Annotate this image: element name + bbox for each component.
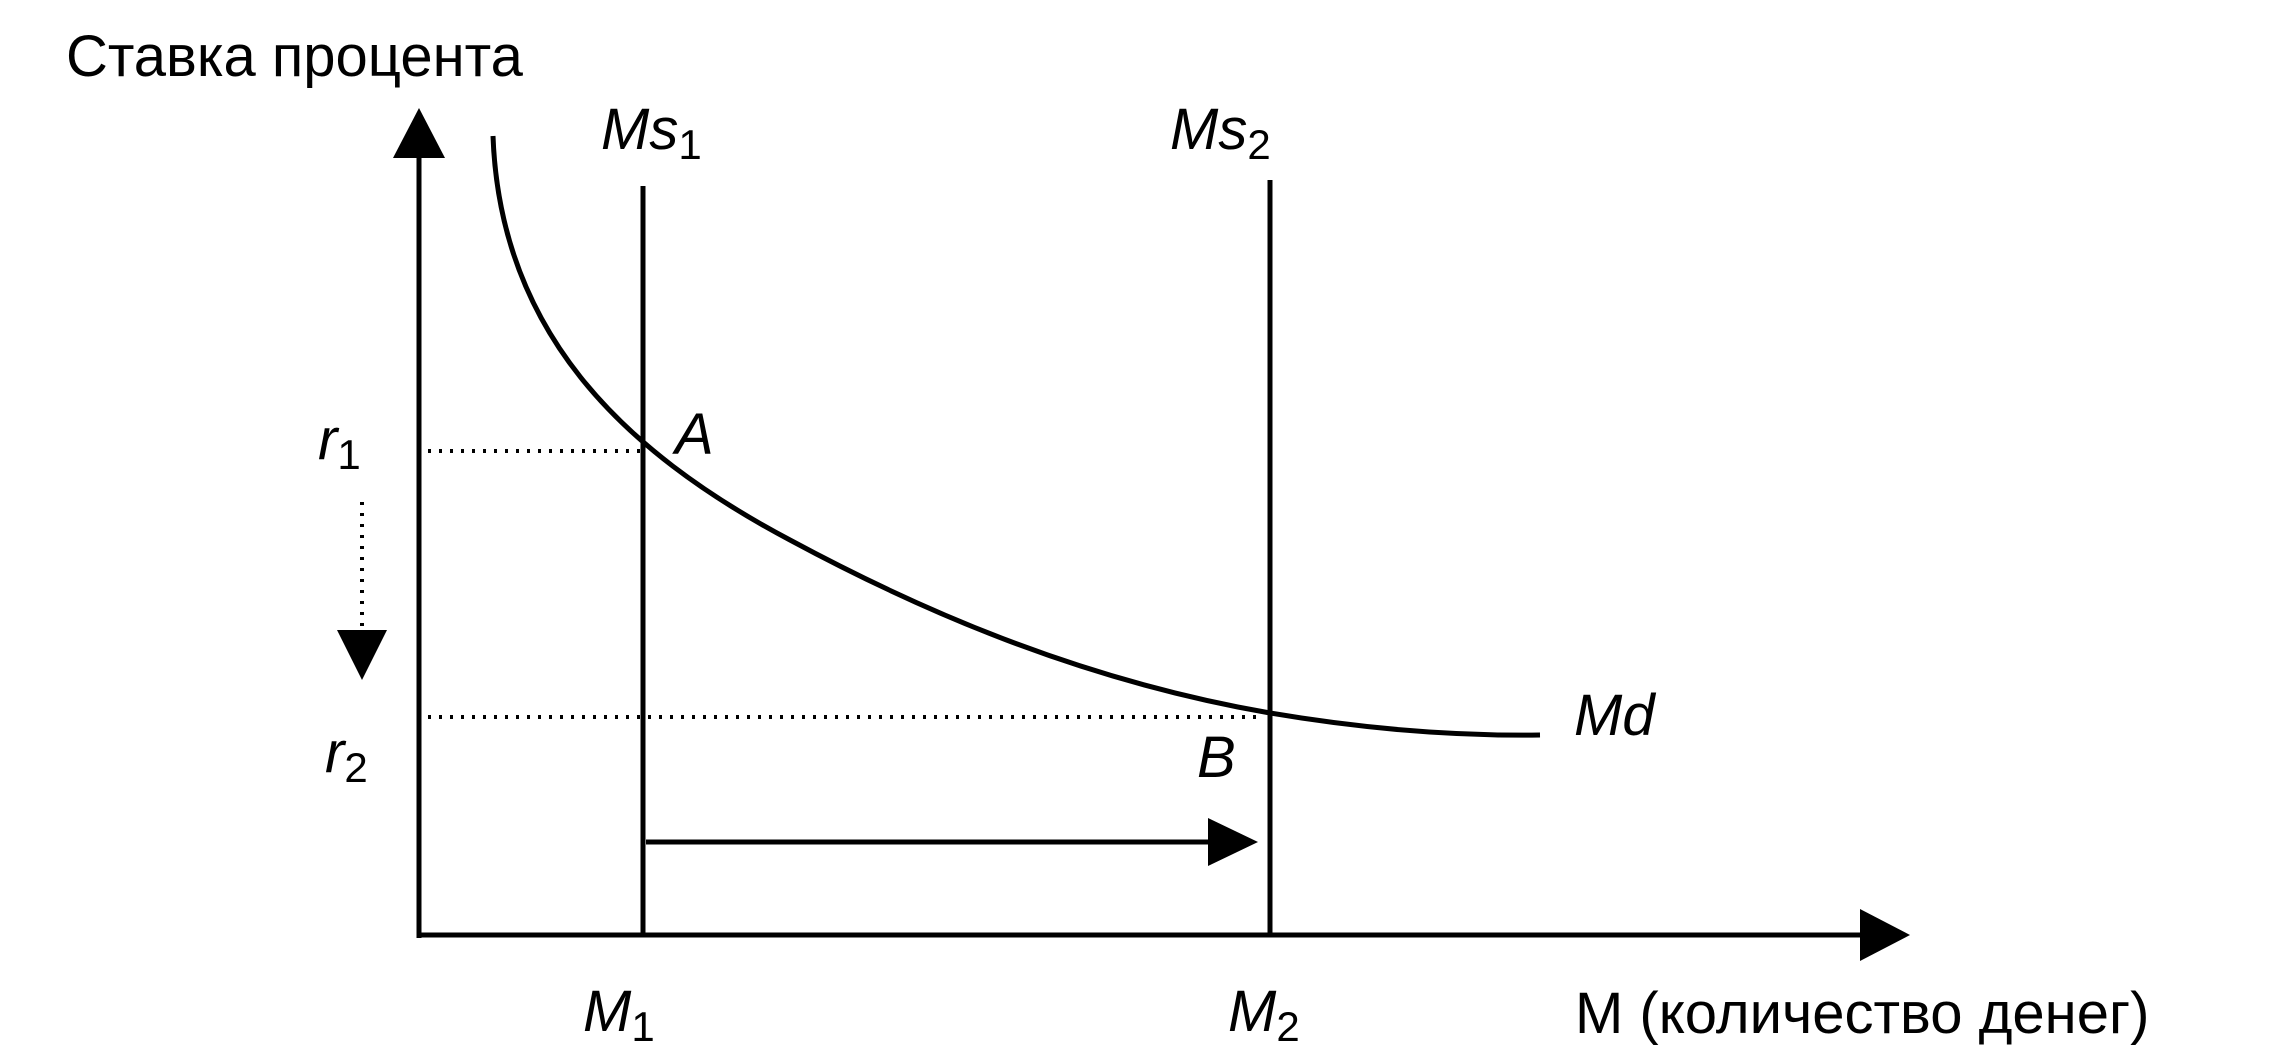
m1-label: M1 bbox=[583, 979, 655, 1050]
ms1-label: Ms1 bbox=[601, 97, 702, 168]
x-axis-title: M (количество денег) bbox=[1575, 981, 2149, 1046]
r2-label: r2 bbox=[325, 720, 368, 791]
rate-fall-arrowhead bbox=[337, 630, 387, 680]
md-curve bbox=[490, 135, 1541, 738]
r1-label: r1 bbox=[318, 407, 361, 478]
ms2-label: Ms2 bbox=[1170, 97, 1271, 168]
point-b-label: B bbox=[1197, 725, 1236, 790]
x-axis-arrowhead bbox=[1860, 909, 1910, 961]
supply-shift-arrowhead bbox=[1208, 818, 1258, 866]
m2-label: M2 bbox=[1228, 979, 1300, 1050]
point-a-label: A bbox=[672, 402, 714, 467]
md-label: Md bbox=[1574, 683, 1656, 748]
y-axis-arrowhead bbox=[393, 108, 445, 158]
y-axis-title: Ставка процента bbox=[66, 24, 524, 89]
